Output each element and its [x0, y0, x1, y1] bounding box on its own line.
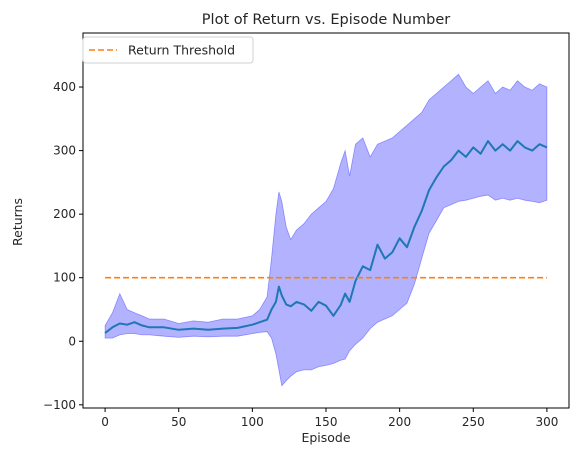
- y-axis-title: Returns: [10, 198, 25, 246]
- x-tick-label: 100: [241, 415, 264, 429]
- mean-return-line: [104, 140, 548, 334]
- confidence-band: [104, 73, 548, 387]
- y-axis: −100 0 100 200 300 400: [43, 80, 83, 412]
- x-tick-label: 50: [171, 415, 186, 429]
- y-tick-label: 0: [68, 334, 76, 348]
- chart-title: Plot of Return vs. Episode Number: [202, 12, 450, 28]
- legend-label-threshold: Return Threshold: [128, 43, 235, 58]
- y-tick-label: −100: [43, 398, 76, 412]
- y-tick-label: 100: [53, 271, 76, 285]
- x-tick-label: 150: [315, 415, 338, 429]
- y-tick-label: 200: [53, 207, 76, 221]
- legend: Return Threshold: [82, 36, 254, 64]
- y-tick-label: 400: [53, 80, 76, 94]
- x-tick-label: 250: [462, 415, 485, 429]
- x-tick-label: 0: [101, 415, 109, 429]
- x-axis: 0 50 100 150 200 250 300: [101, 408, 558, 429]
- x-tick-label: 300: [535, 415, 558, 429]
- plot-area: [82, 32, 570, 409]
- x-axis-title: Episode: [301, 430, 350, 445]
- x-tick-label: 200: [388, 415, 411, 429]
- legend-box: [82, 36, 254, 64]
- y-tick-label: 300: [53, 144, 76, 158]
